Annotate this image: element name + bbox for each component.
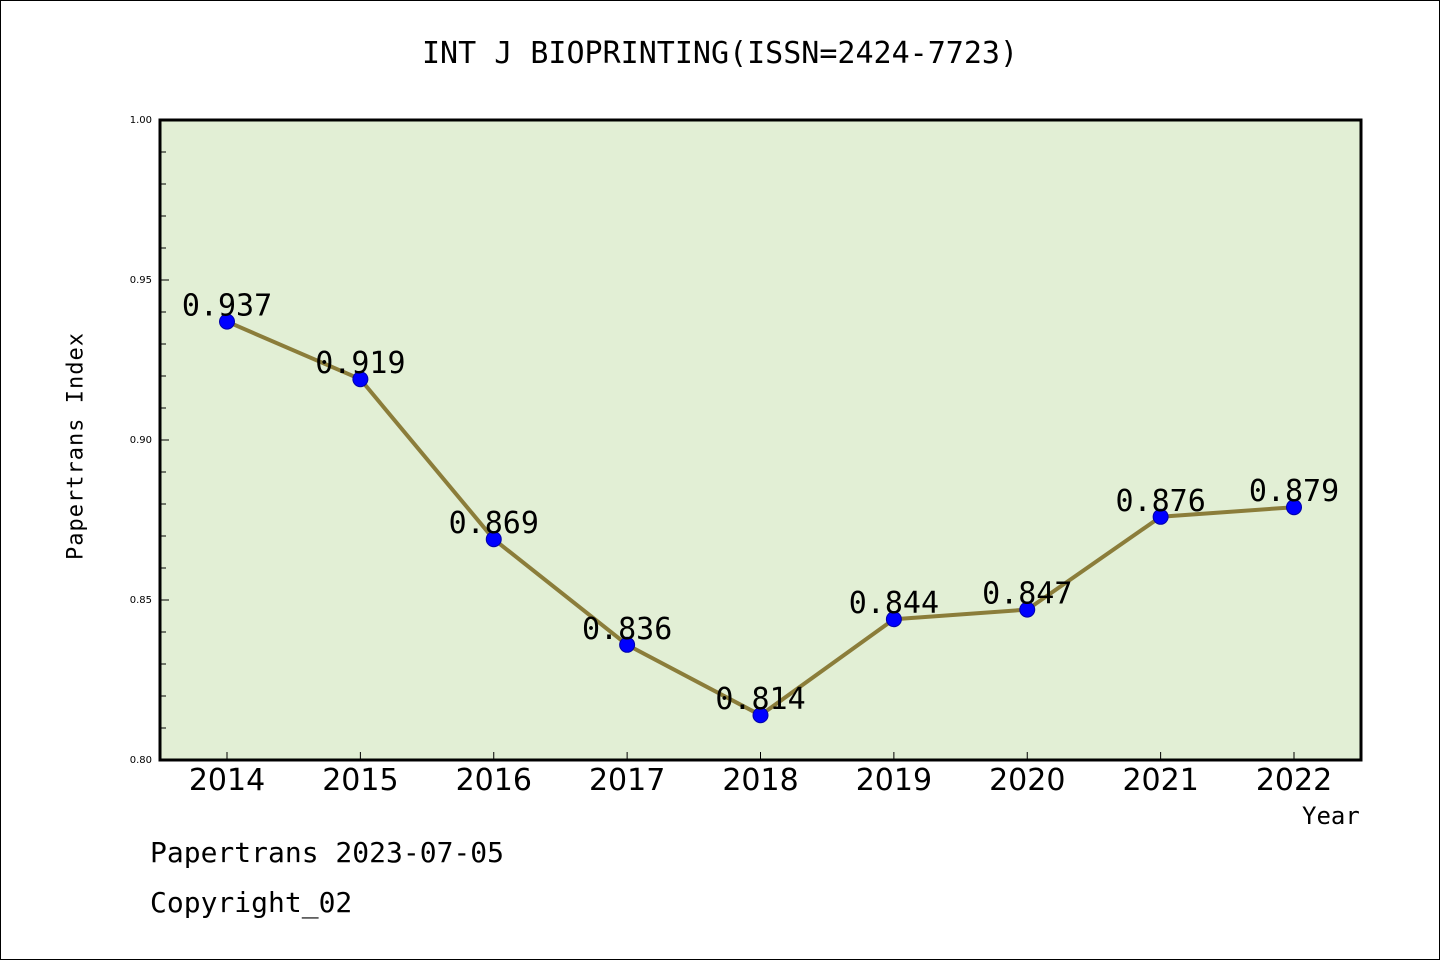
footer-date: Papertrans 2023-07-05 [150,836,505,869]
y-tick-label: 0.95 [130,275,152,286]
data-label: 0.919 [315,346,405,381]
data-point-marker [619,636,636,653]
plot-area [158,118,1363,762]
data-point-marker [352,371,369,388]
x-tick-label: 2020 [989,763,1065,798]
y-tick-label: 0.90 [130,435,152,446]
data-label: 0.876 [1115,484,1205,519]
x-tick-label: 2017 [589,763,665,798]
y-tick-label: 0.85 [130,595,152,606]
data-label: 0.879 [1249,474,1339,509]
y-tick-label: 1.00 [130,115,152,126]
data-label-group: 0.937 0.919 0.869 0.836 0.814 0.844 0.847 0.876… [182,289,1339,718]
data-point-marker [752,707,769,724]
data-point-marker [1286,499,1302,516]
data-label: 0.836 [582,612,672,647]
data-point-marker [1019,601,1036,618]
x-tick-label: 2021 [1122,763,1198,798]
x-tick-label: 2022 [1256,763,1332,798]
x-tick-label: 2019 [856,763,932,798]
y-axis-ticks: 0.80 0.85 0.90 0.95 1.00 [130,115,169,766]
data-label: 0.844 [849,586,939,621]
x-tick-label: 2014 [189,763,265,798]
data-point-marker [1152,508,1169,525]
data-point-marker [219,313,235,330]
data-point-marker [885,611,902,628]
data-label: 0.869 [449,506,539,541]
chart-title: INT J BIOPRINTING(ISSN=2424-7723) [421,36,1019,71]
footer-copyright: Copyright_02 [150,886,353,919]
x-axis-label: Year [1302,802,1360,830]
data-label: 0.937 [182,289,272,324]
x-tick-label: 2016 [456,763,532,798]
data-label: 0.847 [982,577,1072,612]
data-label: 0.814 [715,682,805,717]
x-axis-ticks: 2014 2015 2016 2017 2018 2019 2020 2021 2022 [189,752,1332,798]
x-tick-label: 2018 [722,763,798,798]
marker-group [219,313,1302,724]
y-tick-label: 0.80 [130,755,152,766]
data-point-marker [485,531,502,548]
x-tick-label: 2015 [322,763,398,798]
